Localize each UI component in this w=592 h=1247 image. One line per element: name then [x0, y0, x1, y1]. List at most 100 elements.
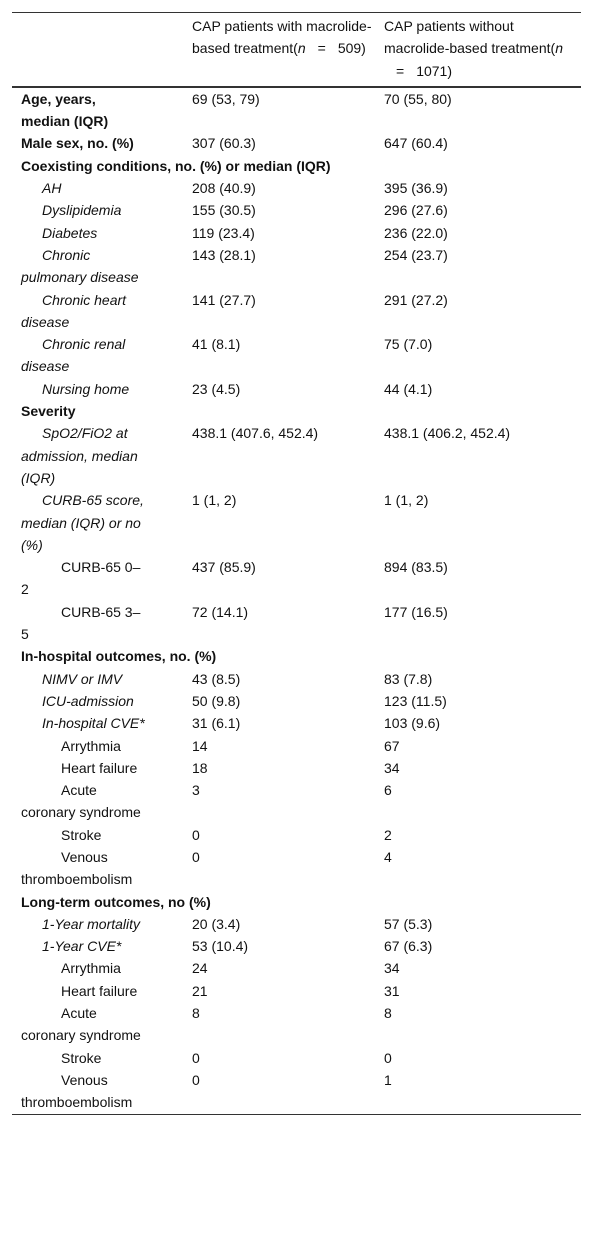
value-cell: 0 — [192, 826, 200, 843]
row-label: Nursing home — [42, 380, 130, 397]
value-cell: 23 (4.5) — [192, 380, 241, 397]
value-cell: 57 (5.3) — [384, 915, 433, 932]
value-cell: 395 (36.9) — [384, 180, 448, 197]
value-cell: 18 — [192, 759, 208, 776]
row-label: AH — [42, 180, 62, 197]
section-label: Coexisting conditions, no. (%) or median… — [21, 157, 331, 174]
value-cell: 70 (55, 80) — [384, 90, 452, 107]
data-table: CAP patients with macrolide-based treatm… — [12, 12, 581, 1115]
table-row: ICU-admission 50 (9.8) 123 (11.5) — [12, 690, 581, 712]
table-row: CURB-65 3–5 72 (14.1) 177 (16.5) — [12, 601, 581, 646]
table-row: Arrythmia 24 34 — [12, 957, 581, 979]
row-label: SpO2/FiO2 at admission, median (IQR) — [21, 425, 138, 486]
header-eq: = — [317, 40, 326, 57]
row-label: Diabetes — [42, 224, 98, 241]
header-cell: CAP patients with macrolide-based treatm… — [192, 12, 384, 88]
value-cell: 8 — [384, 1005, 392, 1022]
row-label: 1-Year CVE* — [42, 938, 122, 955]
header-n: n — [555, 40, 563, 57]
value-cell: 0 — [192, 1071, 200, 1088]
row-label: Arrythmia — [61, 960, 121, 977]
row-label: Chronic pulmonary disease — [21, 246, 139, 286]
row-label: ICU-admission — [42, 692, 134, 709]
row-label: CURB-65 3–5 — [21, 603, 141, 643]
value-cell: 0 — [192, 1049, 200, 1066]
row-label: Arrythmia — [61, 737, 121, 754]
row-label: Chronic renal disease — [21, 336, 126, 375]
value-cell: 155 (30.5) — [192, 202, 256, 219]
value-cell: 0 — [384, 1049, 392, 1066]
table-row: Coexisting conditions, no. (%) or median… — [12, 155, 581, 177]
table-row: Chronic renal disease 41 (8.1) 75 (7.0) — [12, 333, 581, 378]
value-cell: 123 (11.5) — [384, 692, 447, 709]
value-cell: 31 — [384, 982, 400, 999]
value-cell: 83 (7.8) — [384, 670, 433, 687]
value-cell: 1 (1, 2) — [192, 492, 237, 509]
table-row: CURB-65 score, median (IQR) or no (%) 1 (… — [12, 489, 581, 556]
header-n: n — [297, 40, 306, 57]
value-cell: 69 (53, 79) — [192, 90, 260, 107]
value-cell: 141 (27.7) — [192, 291, 256, 308]
value-cell: 44 (4.1) — [384, 380, 433, 397]
value-cell: 21 — [192, 982, 208, 999]
table-row: Stroke 0 0 — [12, 1047, 581, 1069]
table-row: In-hospital CVE* 31 (6.1) 103 (9.6) — [12, 712, 581, 734]
value-cell: 236 (22.0) — [384, 224, 448, 241]
value-cell: 41 (8.1) — [192, 336, 241, 353]
table-row: 1-Year mortality 20 (3.4) 57 (5.3) — [12, 913, 581, 935]
table-row: Male sex, no. (%) 307 (60.3) 647 (60.4) — [12, 132, 581, 154]
table-row: Chronic pulmonary disease 143 (28.1) 254 (… — [12, 244, 581, 289]
header-cell: CAP patients without macrolide-based tre… — [384, 12, 581, 88]
table-row: Stroke 0 2 — [12, 824, 581, 846]
row-label: In-hospital CVE* — [42, 715, 145, 732]
value-cell: 6 — [384, 782, 392, 799]
table-header: CAP patients with macrolide-based treatm… — [12, 12, 581, 88]
value-cell: 67 (6.3) — [384, 938, 433, 955]
table-row: NIMV or IMV 43 (8.5) 83 (7.8) — [12, 668, 581, 690]
value-cell: 0 — [192, 848, 200, 865]
table-row: AH 208 (40.9) 395 (36.9) — [12, 177, 581, 199]
header-row: CAP patients with macrolide-based treatm… — [12, 12, 581, 88]
value-cell: 291 (27.2) — [384, 291, 448, 308]
header-count: 509) — [337, 40, 366, 57]
value-cell: 296 (27.6) — [384, 202, 448, 219]
value-cell: 53 (10.4) — [192, 938, 249, 955]
section-label: Severity — [21, 403, 76, 420]
value-cell: 50 (9.8) — [192, 692, 241, 709]
value-cell: 8 — [192, 1005, 200, 1022]
value-cell: 119 (23.4) — [192, 224, 255, 241]
header-text: CAP patients with macrolide-based treatm… — [192, 18, 372, 57]
row-label: Acute coronary syndrome — [21, 1005, 141, 1044]
table-row: Chronic heart disease 141 (27.7) 291 (27.2… — [12, 289, 581, 334]
header-eq: = — [396, 62, 405, 79]
value-cell: 208 (40.9) — [192, 180, 256, 197]
value-cell: 67 — [384, 737, 400, 754]
table-row: Dyslipidemia 155 (30.5) 296 (27.6) — [12, 199, 581, 221]
value-cell: 143 (28.1) — [192, 246, 256, 263]
value-cell: 437 (85.9) — [192, 559, 256, 576]
header-count: 1071) — [416, 62, 452, 79]
value-cell: 75 (7.0) — [384, 336, 433, 353]
header-text: CAP patients without macrolide-based tre… — [384, 18, 556, 57]
row-label: Venous thromboembolism — [21, 1071, 133, 1111]
header-cell — [12, 12, 192, 88]
table-row: Diabetes 119 (23.4) 236 (22.0) — [12, 222, 581, 244]
value-cell: 177 (16.5) — [384, 603, 448, 620]
row-label: Heart failure — [61, 759, 138, 776]
row-label: Heart failure — [61, 982, 138, 999]
table-row: Venous thromboembolism 0 1 — [12, 1069, 581, 1114]
value-cell: 24 — [192, 960, 208, 977]
value-cell: 2 — [384, 826, 392, 843]
table-row: Long-term outcomes, no (%) — [12, 891, 581, 913]
row-label: Acute coronary syndrome — [21, 782, 141, 821]
row-label: Stroke — [61, 826, 102, 843]
table-row: Venous thromboembolism 0 4 — [12, 846, 581, 891]
value-cell: 1 — [384, 1071, 392, 1088]
value-cell: 438.1 (406.2, 452.4) — [384, 425, 511, 442]
value-cell: 34 — [384, 960, 400, 977]
table-row: Age, years, median (IQR) 69 (53, 79) 70 (5… — [12, 87, 581, 133]
table-row: Heart failure 21 31 — [12, 980, 581, 1002]
row-label: CURB-65 0–2 — [21, 559, 141, 598]
table-row: Heart failure 18 34 — [12, 757, 581, 779]
